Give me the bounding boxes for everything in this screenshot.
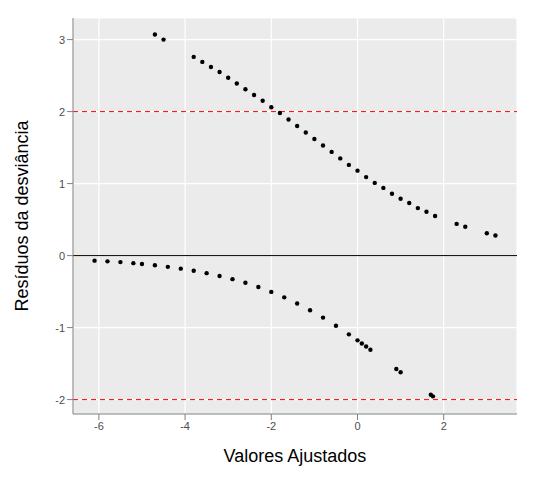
svg-text:0: 0 — [59, 250, 65, 262]
svg-text:Resíduos da desviância: Resíduos da desviância — [12, 119, 32, 311]
svg-text:1: 1 — [59, 178, 65, 190]
svg-text:Valores Ajustados: Valores Ajustados — [224, 446, 367, 466]
svg-text:-1: -1 — [55, 322, 65, 334]
svg-text:-4: -4 — [180, 420, 190, 432]
svg-text:-2: -2 — [266, 420, 276, 432]
svg-text:3: 3 — [59, 34, 65, 46]
svg-text:2: 2 — [441, 420, 447, 432]
svg-text:-2: -2 — [55, 394, 65, 406]
svg-text:2: 2 — [59, 106, 65, 118]
svg-text:0: 0 — [354, 420, 360, 432]
svg-text:-6: -6 — [94, 420, 104, 432]
